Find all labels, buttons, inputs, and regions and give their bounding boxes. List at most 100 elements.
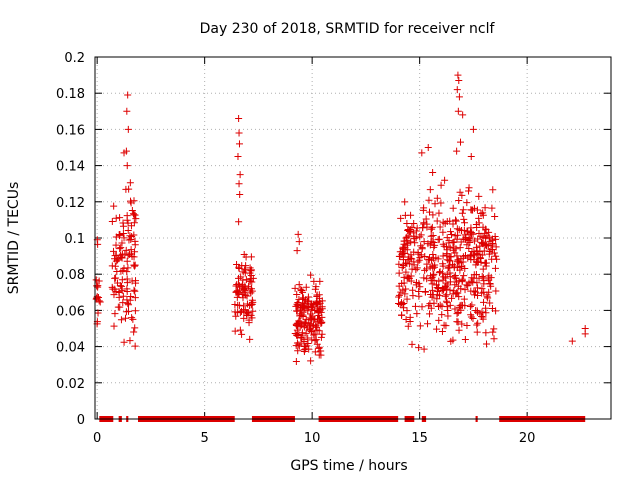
data-point bbox=[449, 261, 457, 269]
data-point bbox=[243, 292, 251, 300]
data-point bbox=[461, 336, 469, 344]
data-point bbox=[455, 277, 463, 285]
data-point bbox=[433, 194, 441, 202]
data-point bbox=[481, 241, 489, 249]
x-tick-label: 0 bbox=[93, 431, 101, 446]
data-point bbox=[436, 223, 444, 231]
data-point bbox=[402, 285, 410, 293]
data-point bbox=[491, 213, 499, 221]
data-point bbox=[293, 307, 301, 315]
data-point bbox=[442, 279, 450, 287]
data-point bbox=[449, 204, 457, 212]
data-point bbox=[131, 294, 139, 302]
data-point bbox=[404, 273, 412, 281]
data-point bbox=[479, 233, 487, 241]
data-point bbox=[568, 337, 576, 345]
data-point bbox=[404, 322, 412, 330]
data-point bbox=[245, 319, 253, 327]
y-axis-ticks: 0 0.02 0.04 0.06 0.08 0.1 0.12 0.14 0.16 0.18 0.2 bbox=[56, 51, 611, 428]
data-point bbox=[406, 313, 414, 321]
data-point bbox=[458, 320, 466, 328]
data-point bbox=[293, 300, 301, 308]
data-point bbox=[443, 251, 451, 259]
data-point bbox=[446, 286, 454, 294]
data-point bbox=[490, 325, 498, 333]
data-point bbox=[478, 272, 486, 280]
data-point bbox=[455, 93, 463, 101]
data-point bbox=[420, 204, 428, 212]
data-point bbox=[236, 191, 244, 199]
data-point bbox=[231, 327, 239, 335]
data-point bbox=[429, 272, 437, 280]
data-point bbox=[123, 287, 131, 295]
data-point bbox=[108, 262, 116, 270]
data-point bbox=[395, 282, 403, 290]
data-point bbox=[411, 302, 419, 310]
data-point bbox=[422, 215, 430, 223]
data-point bbox=[455, 326, 463, 334]
data-point bbox=[241, 266, 249, 274]
data-point bbox=[109, 247, 117, 255]
data-point bbox=[428, 225, 436, 233]
data-point bbox=[447, 228, 455, 236]
data-point bbox=[473, 250, 481, 258]
data-point bbox=[307, 357, 315, 365]
data-point bbox=[247, 300, 255, 308]
data-point bbox=[403, 233, 411, 241]
data-point bbox=[122, 308, 130, 316]
data-point bbox=[303, 297, 311, 305]
data-point bbox=[120, 338, 128, 346]
data-point bbox=[490, 249, 498, 257]
data-point bbox=[235, 140, 243, 148]
data-point bbox=[438, 311, 446, 319]
data-point bbox=[478, 289, 486, 297]
data-point bbox=[430, 299, 438, 307]
data-point bbox=[304, 293, 312, 301]
data-point bbox=[453, 225, 461, 233]
data-point bbox=[247, 289, 255, 297]
data-point bbox=[457, 138, 464, 146]
data-point bbox=[132, 279, 140, 287]
data-point bbox=[453, 235, 461, 243]
data-point bbox=[109, 285, 117, 293]
data-point bbox=[405, 274, 413, 282]
data-point bbox=[235, 115, 243, 123]
data-point bbox=[424, 240, 432, 248]
data-point bbox=[440, 286, 448, 294]
data-point bbox=[468, 301, 476, 309]
data-point bbox=[403, 241, 411, 249]
data-point bbox=[421, 252, 429, 260]
data-point bbox=[238, 330, 246, 338]
data-point bbox=[467, 278, 475, 286]
data-point bbox=[473, 321, 481, 329]
data-point bbox=[479, 209, 487, 217]
data-point bbox=[232, 312, 240, 320]
data-point bbox=[488, 304, 496, 312]
data-point bbox=[441, 274, 449, 282]
data-point bbox=[416, 322, 424, 330]
data-point bbox=[407, 254, 415, 262]
y-tick-label: 0.06 bbox=[56, 304, 85, 319]
data-point bbox=[465, 184, 473, 192]
data-point bbox=[299, 288, 307, 296]
data-point bbox=[299, 300, 307, 308]
data-point bbox=[454, 71, 462, 79]
data-point bbox=[316, 277, 324, 285]
data-point bbox=[482, 225, 490, 233]
data-point bbox=[235, 129, 243, 137]
data-point bbox=[413, 264, 421, 272]
data-point bbox=[294, 298, 302, 306]
data-point bbox=[417, 242, 425, 250]
data-point bbox=[489, 186, 497, 194]
data-point bbox=[108, 283, 116, 291]
data-point bbox=[116, 245, 124, 253]
data-point bbox=[115, 289, 123, 297]
data-point bbox=[410, 219, 418, 227]
data-point bbox=[453, 289, 461, 297]
data-point bbox=[481, 204, 489, 212]
data-point bbox=[117, 244, 125, 252]
data-point bbox=[402, 316, 410, 324]
data-point bbox=[307, 327, 315, 335]
data-point bbox=[461, 235, 469, 243]
